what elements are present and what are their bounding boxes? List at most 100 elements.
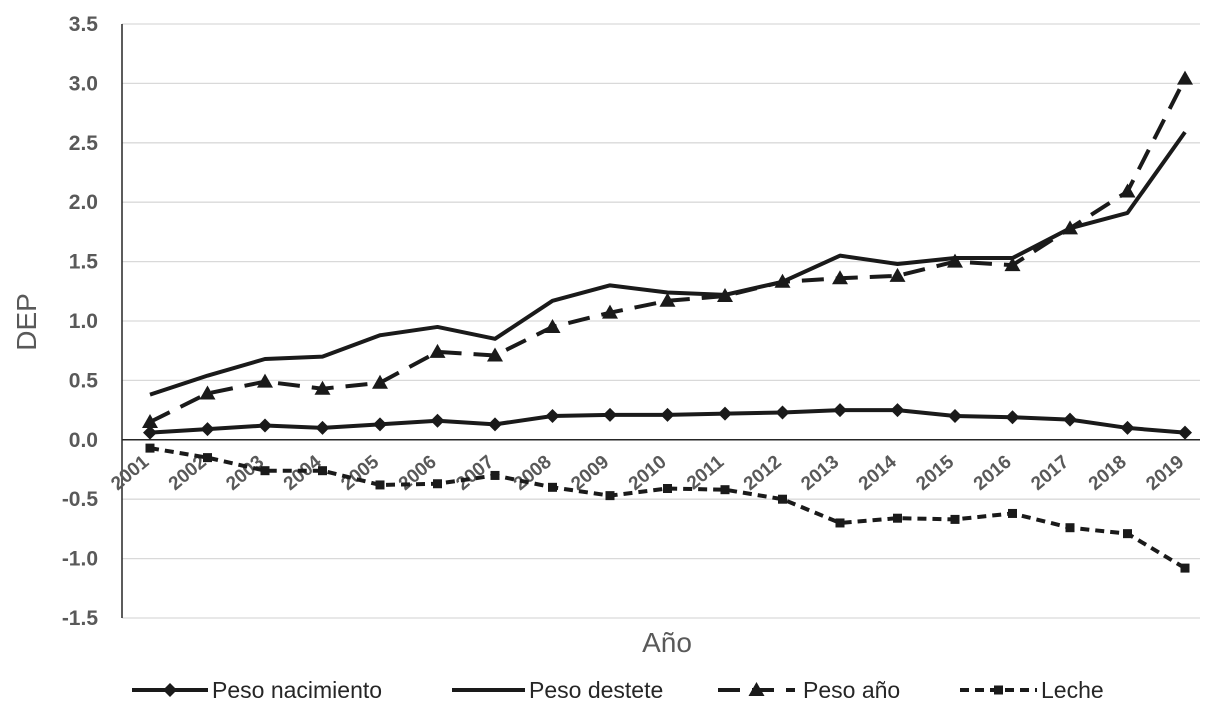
x-axis: 2001 2002 2003 2004 2005 2006 2007 2008 2009 2010… xyxy=(107,439,1200,495)
data-point-peso-nacimiento xyxy=(1005,410,1020,425)
y-tick-label: -1.0 xyxy=(62,548,98,571)
data-point-peso-año xyxy=(1119,183,1136,198)
series-peso-año xyxy=(142,70,1193,428)
x-axis-title: Año xyxy=(642,627,692,658)
data-point-peso-nacimiento xyxy=(948,409,962,424)
data-point-leche xyxy=(1123,529,1132,539)
legend-label: Peso año xyxy=(803,677,900,702)
data-point-leche xyxy=(548,482,557,492)
data-point-peso-nacimiento xyxy=(603,407,617,422)
data-point-leche xyxy=(835,518,845,528)
data-point-leche xyxy=(1180,563,1190,573)
x-tick-label: 2001 xyxy=(107,451,153,495)
legend: Peso nacimiento Peso destete Peso año Leche xyxy=(132,677,1104,702)
series-line-peso-destete xyxy=(149,130,1187,397)
legend-item: Peso año xyxy=(718,677,900,702)
data-point-peso-nacimiento xyxy=(373,417,387,432)
data-point-leche xyxy=(893,513,902,523)
legend-item: Peso nacimiento xyxy=(132,677,382,702)
y-tick-label: -0.5 xyxy=(62,488,99,511)
x-tick-label: 2015 xyxy=(912,451,958,495)
data-point-leche xyxy=(433,479,442,489)
x-tick-label: 2018 xyxy=(1085,452,1131,495)
data-point-peso-año xyxy=(889,267,906,282)
data-point-leche xyxy=(1065,523,1075,533)
data-point-peso-año xyxy=(429,343,446,358)
legend-label: Peso destete xyxy=(529,677,663,702)
data-point-peso-nacimiento xyxy=(315,420,330,435)
y-tick-label: 2.5 xyxy=(69,132,99,155)
data-point-peso-año xyxy=(717,288,733,303)
series-peso-destete xyxy=(149,130,1187,397)
data-point-leche xyxy=(950,514,960,524)
data-point-peso-año xyxy=(1177,70,1193,85)
legend-marker xyxy=(163,683,177,697)
data-point-leche xyxy=(145,443,155,453)
x-tick-label: 2013 xyxy=(797,452,843,495)
legend-item: Peso destete xyxy=(452,677,663,702)
gridlines xyxy=(122,23,1200,619)
data-point-peso-año xyxy=(487,347,503,362)
y-tick-label: 3.0 xyxy=(69,72,98,95)
data-point-leche xyxy=(375,480,385,490)
data-point-peso-año xyxy=(832,270,848,285)
data-point-peso-año xyxy=(257,373,273,388)
data-point-leche xyxy=(605,491,615,501)
x-tick-label: 2017 xyxy=(1027,452,1073,495)
legend-marker xyxy=(994,685,1003,695)
data-point-peso-nacimiento xyxy=(1120,420,1135,435)
x-tick-label: 2009 xyxy=(567,452,613,495)
y-tick-label: -1.5 xyxy=(62,607,99,630)
y-tick-label: 0.5 xyxy=(69,369,99,392)
y-axis-title: DEP xyxy=(11,293,42,351)
x-tick-label: 2006 xyxy=(395,452,441,495)
x-tick-label: 2019 xyxy=(1142,452,1188,495)
data-point-peso-nacimiento xyxy=(200,422,215,437)
data-point-peso-año xyxy=(774,273,791,288)
data-point-leche xyxy=(260,466,270,476)
data-point-leche xyxy=(720,485,730,495)
data-point-peso-año xyxy=(544,318,561,333)
data-point-peso-nacimiento xyxy=(430,413,445,428)
y-tick-label: 3.5 xyxy=(69,13,99,36)
data-point-peso-nacimiento xyxy=(1178,425,1192,440)
data-point-peso-nacimiento xyxy=(890,403,905,418)
data-point-peso-nacimiento xyxy=(488,417,502,432)
series-lines xyxy=(142,70,1193,573)
data-point-leche xyxy=(663,484,672,494)
legend-label: Leche xyxy=(1041,677,1104,702)
data-point-leche xyxy=(203,453,212,463)
series-peso-nacimiento xyxy=(143,403,1192,440)
y-tick-label: 1.0 xyxy=(69,310,98,333)
legend-item: Leche xyxy=(960,677,1104,702)
data-point-leche xyxy=(318,466,327,476)
y-tick-label: 1.5 xyxy=(69,251,99,274)
y-tick-label: 0.0 xyxy=(69,429,98,452)
data-point-peso-año xyxy=(947,253,963,268)
data-point-peso-año xyxy=(602,304,618,319)
x-tick-label: 2012 xyxy=(740,452,786,495)
data-point-leche xyxy=(778,494,787,504)
data-point-peso-nacimiento xyxy=(718,406,732,421)
data-point-peso-nacimiento xyxy=(833,403,847,418)
data-point-peso-año xyxy=(314,380,331,395)
data-point-peso-nacimiento xyxy=(545,409,560,424)
data-point-peso-año xyxy=(142,413,158,428)
legend-marker xyxy=(748,682,765,696)
data-point-peso-año xyxy=(659,292,676,307)
y-tick-label: 2.0 xyxy=(69,191,98,214)
series-leche xyxy=(145,443,1190,573)
data-point-peso-nacimiento xyxy=(143,425,157,440)
data-point-leche xyxy=(1008,508,1017,518)
x-tick-label: 2016 xyxy=(970,452,1016,495)
data-point-peso-año xyxy=(1062,220,1078,235)
data-point-peso-nacimiento xyxy=(258,418,272,433)
data-point-peso-nacimiento xyxy=(660,407,675,422)
data-point-peso-nacimiento xyxy=(775,405,790,420)
data-point-leche xyxy=(490,470,500,480)
x-tick-label: 2014 xyxy=(855,451,901,495)
data-point-peso-año xyxy=(1004,257,1021,272)
data-point-peso-año xyxy=(199,385,216,400)
data-point-peso-año xyxy=(372,374,388,389)
